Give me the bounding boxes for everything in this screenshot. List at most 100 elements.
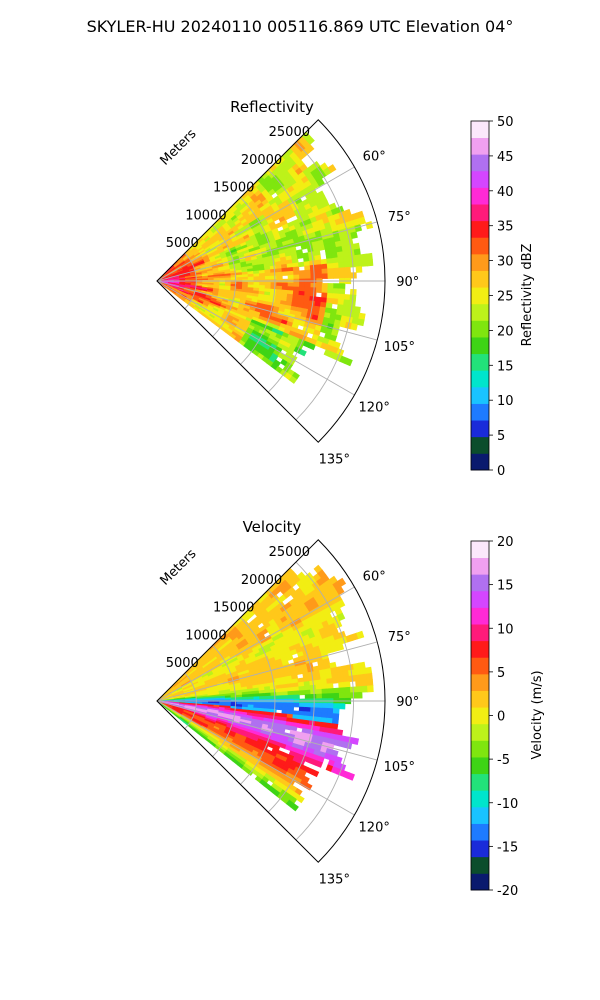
field-cell	[316, 282, 323, 289]
field-cell	[297, 261, 305, 268]
field-cell	[355, 686, 363, 693]
field-cell	[247, 696, 255, 701]
field-cell	[321, 683, 328, 690]
azimuth-tick-label: 75°	[388, 210, 411, 225]
field-cell	[264, 695, 272, 700]
field-cell	[327, 693, 335, 699]
colorbar-tick-label: 40	[497, 185, 514, 200]
colorbar-tick-label: -20	[497, 884, 518, 899]
field-cell	[336, 599, 346, 609]
field-cell	[320, 258, 328, 265]
colorbar-swatch	[471, 287, 489, 305]
field-cell	[336, 612, 346, 622]
azimuth-tick-label: 105°	[384, 340, 415, 355]
field-cell	[290, 803, 299, 812]
colorbar-swatch	[471, 557, 489, 575]
colorbar-tick-label: 30	[497, 255, 514, 270]
field-cell	[360, 673, 368, 681]
colorbar-swatch	[471, 624, 489, 642]
field-cell	[337, 298, 345, 306]
field-cell	[296, 722, 304, 729]
colorbar-swatch	[471, 204, 489, 222]
velocity-field	[156, 564, 374, 812]
velocity-radial-label: Meters	[158, 546, 200, 588]
field-cell	[293, 274, 300, 280]
reflectivity-axis-labels: 5000 10000 15000 20000 25000 60° 75° 90° 105° 120…	[166, 125, 420, 467]
field-cell	[357, 318, 365, 327]
field-cell	[276, 282, 283, 287]
field-cell	[293, 270, 300, 276]
field-cell	[287, 274, 295, 280]
field-cell	[333, 272, 340, 279]
azimuth-spoke	[156, 641, 378, 702]
field-cell	[304, 694, 312, 700]
field-cell	[343, 261, 351, 268]
field-cell	[358, 216, 367, 225]
colorbar-swatch	[471, 607, 489, 625]
field-cell	[287, 702, 295, 708]
field-cell	[259, 276, 266, 280]
field-cell	[305, 135, 315, 145]
field-cell	[298, 286, 306, 292]
azimuth-tick-label: 105°	[384, 760, 415, 775]
azimuth-tick-label: 60°	[363, 570, 386, 585]
field-cell	[333, 283, 340, 290]
colorbar-swatch	[471, 657, 489, 675]
field-cell	[304, 685, 311, 691]
field-cell	[321, 693, 329, 699]
field-cell	[315, 760, 323, 768]
azimuth-tick-label: 75°	[388, 630, 411, 645]
field-cell	[321, 707, 329, 714]
field-cell	[365, 672, 373, 681]
field-cell	[321, 268, 329, 275]
field-cell	[337, 577, 347, 587]
field-cell	[293, 694, 300, 700]
field-cell	[337, 676, 345, 684]
colorbar-tick-label: 35	[497, 220, 514, 235]
field-cell	[336, 671, 344, 678]
azimuth-spoke	[156, 166, 355, 282]
field-cell	[343, 681, 351, 688]
radial-tick-label: 25000	[269, 125, 310, 140]
field-cell	[354, 254, 362, 262]
field-cell	[293, 690, 300, 696]
sector-frame	[156, 119, 386, 443]
field-cell	[287, 266, 294, 272]
field-cell	[338, 272, 346, 279]
field-cell	[338, 283, 346, 290]
field-cell	[293, 282, 300, 288]
colorbar-swatch	[471, 370, 489, 388]
colorbar-tick-label: 15	[497, 359, 514, 374]
reflectivity-field	[156, 131, 374, 384]
colorbar-tick-label: -10	[497, 797, 518, 812]
field-cell	[333, 703, 340, 710]
field-cell	[305, 143, 315, 153]
velocity-axis-labels: 5000 10000 15000 20000 25000 60° 75° 90° 105° 120…	[166, 545, 420, 887]
field-cell	[287, 686, 294, 692]
field-cell	[270, 695, 278, 700]
colorbar-swatch	[471, 856, 489, 874]
field-cell	[281, 271, 289, 276]
field-cell	[331, 257, 339, 264]
field-cell	[270, 282, 278, 287]
colorbar-swatch	[471, 790, 489, 808]
field-cell	[344, 692, 352, 699]
colorbar-swatch	[471, 187, 489, 205]
field-cell	[361, 685, 369, 693]
field-cell	[298, 270, 306, 276]
colorbar-tick-label: 25	[497, 290, 514, 305]
field-cell	[242, 276, 249, 281]
radial-tick-label: 10000	[185, 628, 226, 643]
field-cell	[270, 275, 278, 280]
field-cell	[355, 266, 363, 273]
field-cell	[333, 692, 340, 699]
field-cell	[321, 688, 329, 695]
field-cell	[327, 707, 334, 714]
field-cell	[281, 695, 289, 700]
field-cell	[253, 276, 260, 280]
sector-frame	[156, 539, 386, 863]
field-cell	[287, 282, 295, 288]
field-cell	[296, 795, 305, 804]
field-cell	[316, 273, 323, 280]
